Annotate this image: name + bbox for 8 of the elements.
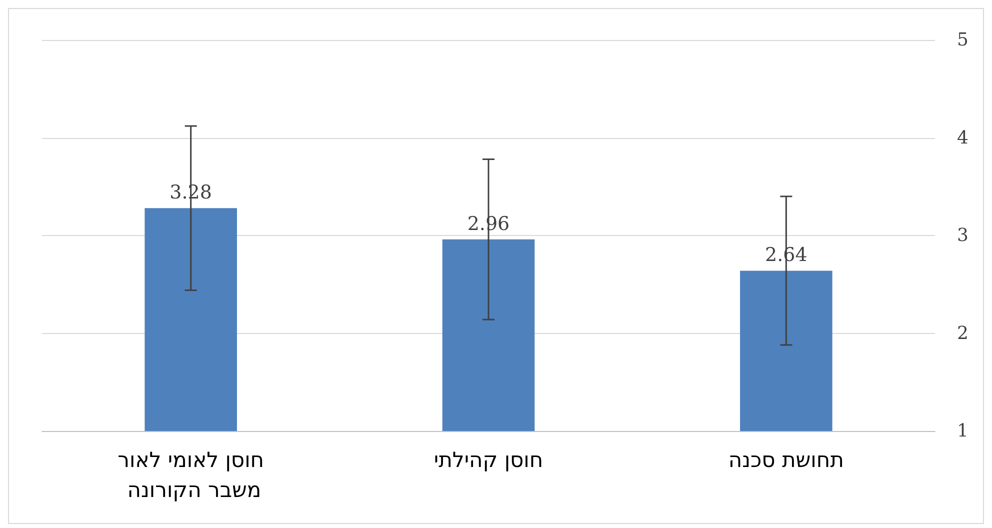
x-tick-label: חוסן קהילתי [434, 448, 544, 472]
y-tick-label: 1 [957, 420, 968, 442]
y-tick-label: 2 [957, 322, 968, 344]
y-tick-label: 4 [957, 127, 968, 148]
x-tick-label: חוסן לאומי לאור משבר הקורונה [118, 448, 264, 502]
x-tick-label: תחושת סכנה [728, 448, 844, 472]
y-tick-label: 3 [957, 225, 968, 246]
y-tick-label: 5 [957, 30, 968, 50]
